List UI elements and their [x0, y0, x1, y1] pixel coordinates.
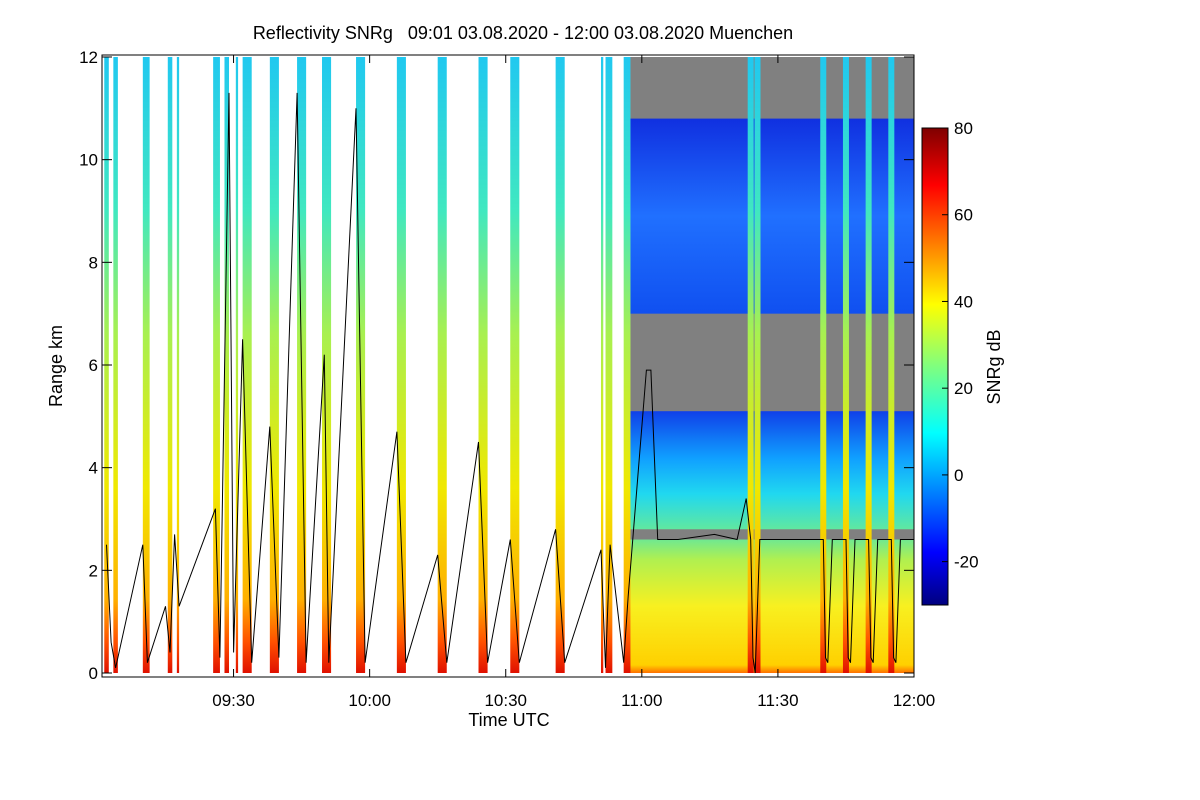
vertical-scan-stripe	[747, 57, 754, 673]
x-tick-label: 12:00	[893, 691, 936, 710]
colorbar-tick-label: 0	[954, 466, 963, 485]
vertical-scan-stripe	[754, 57, 761, 673]
vertical-scan-stripe	[888, 57, 895, 673]
x-tick-label: 11:00	[621, 691, 662, 710]
chart-title: Reflectivity SNRg 09:01 03.08.2020 - 12:…	[253, 23, 793, 43]
colorbar-tick-label: -20	[954, 553, 979, 572]
scan-column	[224, 57, 230, 673]
colorbar-tick-label: 40	[954, 292, 973, 311]
x-tick-label: 11:30	[757, 691, 798, 710]
scan-column	[478, 57, 488, 673]
colorbar-tick-label: 20	[954, 379, 973, 398]
y-tick-label: 2	[89, 561, 98, 580]
x-tick-label: 10:00	[348, 691, 391, 710]
colorbar-gradient	[921, 127, 949, 606]
y-tick-label: 12	[79, 48, 98, 67]
colorbar: -20 0 20 40 60 80	[921, 119, 979, 606]
x-tick-label: 09:30	[212, 691, 255, 710]
scan-column	[176, 57, 180, 673]
vertical-scan-stripe	[842, 57, 849, 673]
colorbar-label: SNRg dB	[984, 329, 1004, 404]
y-axis-label: Range km	[46, 325, 66, 407]
boundary-layer-line	[106, 92, 914, 674]
x-tick-label: 10:30	[484, 691, 527, 710]
scan-column	[555, 57, 565, 673]
scan-column	[322, 57, 332, 673]
y-tick-label: 4	[89, 459, 98, 478]
vertical-scan-stripe	[820, 57, 827, 673]
scan-column	[600, 57, 604, 673]
vertical-scan-stripe	[865, 57, 872, 673]
scan-column	[213, 57, 220, 673]
scan-column	[396, 57, 406, 673]
scan-column	[437, 57, 447, 673]
colorbar-tick-label: 80	[954, 119, 973, 138]
y-tick-label: 0	[89, 664, 98, 683]
scan-column	[142, 57, 150, 673]
y-axis: 0 2 4 6 8 10 12	[79, 48, 914, 683]
x-axis-label: Time UTC	[468, 710, 549, 730]
colorbar-tick-label: 60	[954, 206, 973, 225]
x-axis: 09:30 10:00 10:30 11:00 11:30 12:00	[212, 55, 935, 710]
y-tick-label: 10	[79, 151, 98, 170]
scan-column	[269, 57, 279, 673]
scan-column	[235, 57, 239, 673]
y-tick-label: 6	[89, 356, 98, 375]
scan-column	[113, 57, 118, 673]
y-tick-label: 8	[89, 253, 98, 272]
plot-area	[104, 57, 914, 674]
scan-column	[510, 57, 520, 673]
scan-column	[605, 57, 613, 673]
scan-column	[167, 57, 173, 673]
plot-frame	[101, 54, 915, 678]
scan-column	[623, 57, 631, 673]
scan-column	[242, 57, 252, 673]
